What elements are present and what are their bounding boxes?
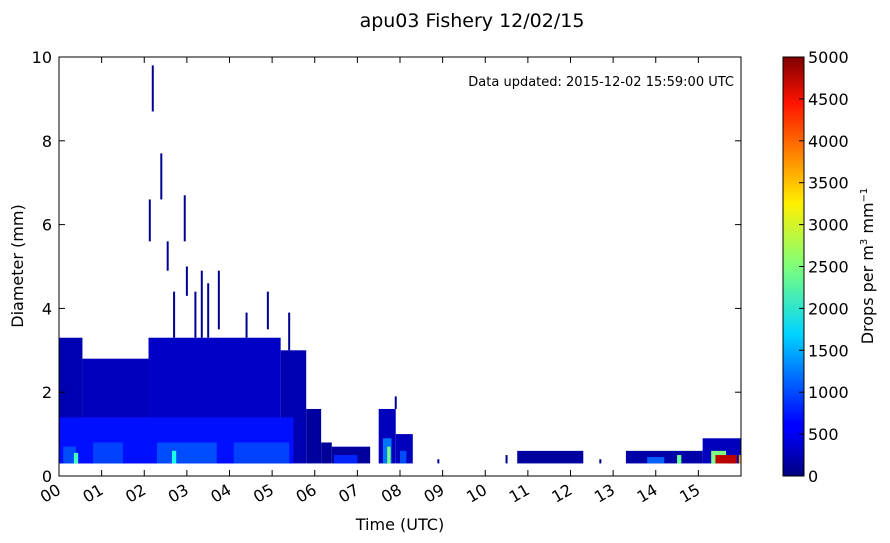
y-tick-label: 8 xyxy=(42,132,52,151)
x-tick-label: 04 xyxy=(207,480,234,507)
x-tick-label: 01 xyxy=(79,480,106,507)
colorbar-tick-label: 3500 xyxy=(808,174,849,193)
heatmap-cell xyxy=(387,446,391,464)
heatmap-cell xyxy=(738,455,741,464)
colorbar-tick-label: 5000 xyxy=(808,48,849,67)
x-tick-label: 09 xyxy=(420,480,447,507)
y-axis: 0 2 4 6 8 10 xyxy=(32,48,741,486)
colorbar-tick-label: 1000 xyxy=(808,383,849,402)
heatmap-cell xyxy=(73,452,79,464)
colorbar-tick-label: 1500 xyxy=(808,341,849,360)
heatmap-cell xyxy=(157,442,217,464)
colorbar-tick-label: 500 xyxy=(808,425,839,444)
heatmap-streak xyxy=(183,195,186,242)
heatmap-streak xyxy=(173,291,176,338)
heatmap-streak xyxy=(151,65,154,112)
y-tick-label: 10 xyxy=(32,48,52,67)
colorbar-tick-label: 2000 xyxy=(808,299,849,318)
y-tick-label: 4 xyxy=(42,299,52,318)
x-tick-label: 12 xyxy=(548,480,575,507)
x-tick-label: 15 xyxy=(676,480,703,507)
heatmap-streak xyxy=(194,291,197,338)
heatmap-cells xyxy=(59,65,741,464)
x-tick-label: 05 xyxy=(250,480,277,507)
colorbar-tick-label: 2500 xyxy=(808,258,849,277)
x-axis-title: Time (UTC) xyxy=(355,515,444,534)
x-tick-label: 08 xyxy=(378,480,405,507)
x-tick-label: 06 xyxy=(293,480,320,507)
colorbar-title: Drops per m3 mm−1 xyxy=(858,188,877,345)
x-tick-label: 10 xyxy=(463,480,490,507)
colorbar-tick-label: 4500 xyxy=(808,90,849,109)
heatmap-cell xyxy=(715,455,737,464)
x-tick-label: 14 xyxy=(634,480,661,507)
chart-title: apu03 Fishery 12/02/15 xyxy=(360,10,585,32)
colorbar-tick-label: 4000 xyxy=(808,132,849,151)
heatmap-cell xyxy=(233,442,290,464)
heatmap-cell xyxy=(321,442,332,464)
colorbar-tick-label: 3000 xyxy=(808,216,849,235)
colorbar-axis: 0 500 1000 1500 2000 2500 3000 3500 4000 4500 5000 xyxy=(799,48,849,486)
heatmap-cell xyxy=(93,442,123,464)
x-tick-label: 11 xyxy=(506,480,533,507)
y-axis-title: Diameter (mm) xyxy=(8,204,27,327)
heatmap-streak xyxy=(160,153,163,200)
y-tick-label: 0 xyxy=(42,467,52,486)
heatmap-streak xyxy=(266,291,269,330)
heatmap-cell xyxy=(677,455,682,464)
heatmap-streak xyxy=(166,241,169,271)
colorbar-tick-label: 0 xyxy=(808,467,818,486)
y-tick-label: 2 xyxy=(42,383,52,402)
heatmap-streak xyxy=(185,266,188,296)
heatmap-streak xyxy=(148,199,151,242)
data-updated-note: Data updated: 2015-12-02 15:59:00 UTC xyxy=(468,75,734,90)
heatmap-streak xyxy=(245,312,248,338)
heatmap-cell xyxy=(517,450,584,464)
heatmap-cell xyxy=(63,446,77,464)
heatmap-streak xyxy=(505,455,508,464)
x-tick-label: 03 xyxy=(165,480,192,507)
heatmap-streak xyxy=(599,459,602,464)
heatmap-streak xyxy=(437,459,440,464)
heatmap-streak xyxy=(207,283,210,338)
heatmap-streak xyxy=(288,312,291,351)
heatmap-streak xyxy=(217,270,220,330)
heatmap-streak xyxy=(394,396,397,409)
heatmap-cell xyxy=(400,450,407,464)
heatmap-cell xyxy=(647,457,665,464)
x-tick-label: 13 xyxy=(591,480,618,507)
heatmap-streak xyxy=(200,270,203,338)
y-tick-label: 6 xyxy=(42,216,52,235)
x-tick-label: 07 xyxy=(335,480,362,507)
heatmap-cell xyxy=(333,455,358,464)
heatmap-cell xyxy=(171,450,177,464)
x-tick-label: 02 xyxy=(122,480,149,507)
heatmap-cell xyxy=(306,408,322,464)
